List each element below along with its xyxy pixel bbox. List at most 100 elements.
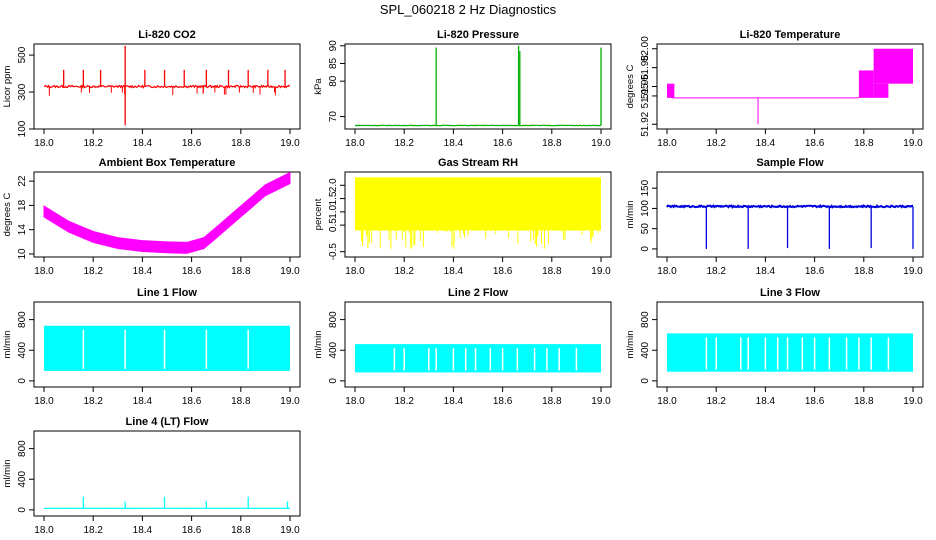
x-tick-label: 18.4 — [756, 266, 776, 277]
panel-co2: Li-820 CO2 Licor ppm 18.0 18.2 18.4 18.6 18.8 1… — [2, 29, 301, 149]
x-tick-label: 19.0 — [591, 266, 611, 277]
data-block — [873, 48, 913, 84]
series-rh — [355, 177, 601, 250]
panel-title: Gas Stream RH — [438, 157, 518, 169]
panel-pressure: Li-820 Pressure kPa 18.0 18.2 18.4 18.6 18.8 19… — [313, 29, 612, 149]
data-band — [44, 325, 290, 371]
x-tick-label: 18.0 — [34, 525, 54, 536]
x-tick-label: 18.6 — [493, 266, 513, 277]
x-tick-label: 18.4 — [756, 138, 776, 149]
x-tick-label: 18.0 — [657, 396, 677, 407]
panel-line4: Line 4 (LT) Flow ml/min 18.0 18.2 18.4 18.6 18… — [2, 416, 301, 536]
x-tick-label: 18.4 — [133, 138, 153, 149]
panel-title: Line 1 Flow — [137, 287, 197, 299]
x-tick-label: 18.8 — [231, 396, 251, 407]
panel-title: Line 2 Flow — [448, 287, 508, 299]
data-band — [355, 177, 601, 231]
data-line — [43, 84, 291, 90]
x-tick-label: 18.0 — [345, 138, 365, 149]
y-tick-label: 51.95 — [640, 83, 651, 108]
x-tick-label: 18.8 — [542, 138, 562, 149]
y-axis-label: percent — [313, 198, 324, 230]
plot-frame — [33, 43, 301, 130]
y-tick-label: 22 — [17, 175, 28, 187]
panel-title: Li-820 Temperature — [740, 29, 841, 41]
y-tick-label: 2.0 — [328, 178, 339, 192]
data-band — [667, 333, 913, 372]
x-tick-label: 18.6 — [182, 266, 202, 277]
x-tick-label: 18.0 — [657, 138, 677, 149]
y-tick-label: 500 — [17, 46, 28, 63]
y-tick-label: 90 — [328, 40, 339, 52]
plot-frame — [344, 43, 612, 130]
plot-frame — [33, 430, 301, 517]
x-tick-label: 18.6 — [493, 396, 513, 407]
series-ambient — [43, 171, 291, 254]
y-tick-label: 0.5 — [328, 218, 339, 232]
series-temperature — [667, 48, 913, 125]
y-tick-label: 18 — [17, 199, 28, 211]
figure-title: SPL_060218 2 Hz Diagnostics — [379, 2, 557, 17]
y-axis-label: ml/min — [2, 460, 13, 488]
panel-title: Li-820 CO2 — [138, 29, 195, 41]
x-tick-label: 18.6 — [182, 396, 202, 407]
x-tick-label: 18.2 — [706, 266, 726, 277]
x-tick-label: 18.8 — [854, 138, 874, 149]
x-tick-label: 18.4 — [133, 396, 153, 407]
y-tick-label: 800 — [640, 311, 651, 328]
y-tick-label: 0 — [17, 507, 28, 513]
x-tick-label: 18.4 — [444, 396, 464, 407]
panel-line3: Line 3 Flow ml/min 18.0 18.2 18.4 18.6 18.8 19.… — [625, 287, 924, 407]
y-tick-label: 0 — [640, 378, 651, 384]
x-tick-label: 18.4 — [133, 266, 153, 277]
panel-title: Li-820 Pressure — [437, 29, 519, 41]
x-tick-label: 19.0 — [903, 266, 923, 277]
y-tick-label: 51.92 — [640, 111, 651, 136]
y-tick-label: 10 — [17, 248, 28, 260]
x-tick-label: 18.6 — [805, 138, 825, 149]
series-line4 — [43, 496, 291, 510]
x-tick-label: 18.8 — [231, 138, 251, 149]
plot-frame — [344, 301, 612, 388]
panel-title: Ambient Box Temperature — [99, 157, 236, 169]
x-tick-label: 18.8 — [231, 266, 251, 277]
y-tick-label: 100 — [17, 120, 28, 137]
data-block — [873, 83, 889, 98]
series-co2 — [43, 45, 291, 126]
y-tick-label: 85 — [328, 57, 339, 69]
y-axis-label: kPa — [313, 78, 324, 95]
y-axis-label: ml/min — [2, 331, 13, 359]
series-line1 — [44, 325, 290, 371]
x-tick-label: 18.6 — [182, 525, 202, 536]
panel-line1: Line 1 Flow ml/min 18.0 18.2 18.4 18.6 18.8 19.… — [2, 287, 301, 407]
plot-frame — [656, 301, 924, 388]
y-tick-label: 300 — [17, 83, 28, 100]
x-tick-label: 18.2 — [83, 266, 103, 277]
x-tick-label: 18.6 — [493, 138, 513, 149]
x-tick-label: 19.0 — [280, 525, 300, 536]
series-sample — [666, 203, 914, 249]
y-tick-label: 150 — [640, 179, 651, 196]
y-tick-label: 400 — [640, 341, 651, 358]
x-tick-label: 18.2 — [83, 138, 103, 149]
y-tick-label: 400 — [17, 341, 28, 358]
x-tick-label: 18.0 — [657, 266, 677, 277]
data-block — [667, 83, 675, 98]
x-tick-label: 18.8 — [854, 266, 874, 277]
data-band — [43, 171, 291, 254]
y-tick-label: 800 — [17, 311, 28, 328]
y-tick-label: 80 — [328, 75, 339, 87]
plot-frame — [344, 171, 612, 258]
y-tick-label: 0 — [17, 378, 28, 384]
y-axis-label: degrees C — [625, 64, 636, 108]
y-tick-label: 14 — [17, 224, 28, 236]
y-tick-label: 800 — [328, 311, 339, 328]
series-line3 — [667, 333, 913, 372]
x-tick-label: 18.0 — [34, 396, 54, 407]
y-tick-label: 400 — [328, 341, 339, 358]
panel-title: Sample Flow — [756, 157, 824, 169]
plot-frame — [33, 171, 301, 258]
y-axis-label: Licor ppm — [2, 66, 13, 108]
x-tick-label: 19.0 — [903, 138, 923, 149]
x-tick-label: 18.2 — [394, 396, 414, 407]
